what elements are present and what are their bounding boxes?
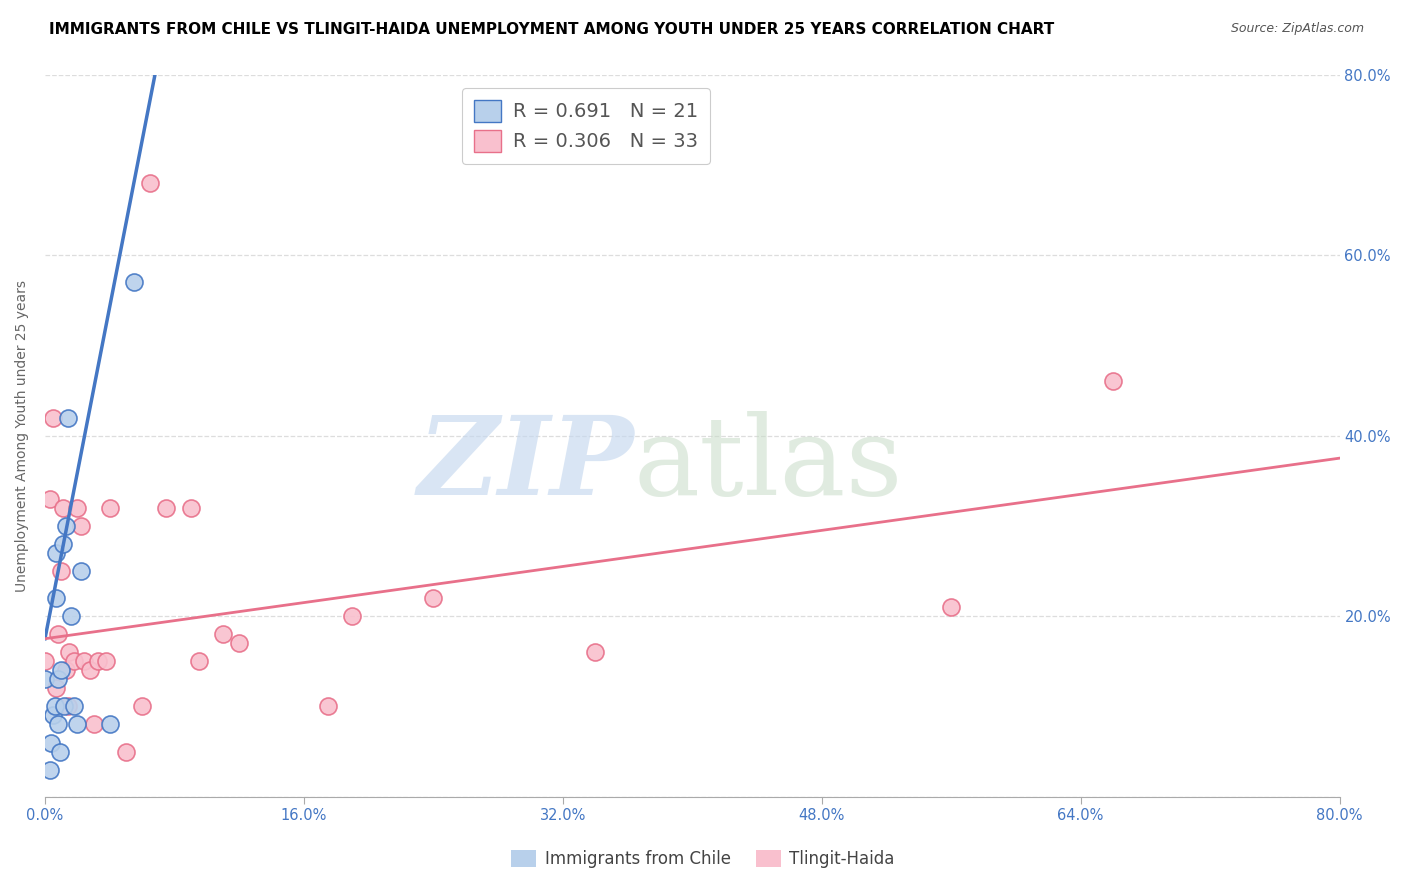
Point [131,699,153,714]
Point [59,609,82,624]
Point [52,537,75,551]
Point [79,663,101,677]
Point [187,654,209,668]
Point [49,663,72,677]
Point [228,636,250,650]
Point [583,645,606,659]
Legend: Immigrants from Chile, Tlingit-Haida: Immigrants from Chile, Tlingit-Haida [505,843,901,875]
Point [63,699,86,714]
Point [63,654,86,668]
Point [422,591,444,605]
Point [42,708,65,723]
Text: ZIP: ZIP [418,410,634,518]
Point [55,519,77,533]
Point [66,717,89,731]
Point [38,763,60,777]
Point [98,717,121,731]
Point [212,627,235,641]
Point [48,745,70,759]
Point [139,176,162,190]
Point [96,654,118,668]
Point [45,681,67,696]
Legend: R = 0.691   N = 21, R = 0.306   N = 33: R = 0.691 N = 21, R = 0.306 N = 33 [463,87,710,164]
Point [45,591,67,605]
Point [180,500,202,515]
Point [46,627,69,641]
Point [342,609,364,624]
Point [73,654,96,668]
Point [155,500,177,515]
Point [83,717,105,731]
Point [44,699,66,714]
Point [52,500,75,515]
Point [49,564,72,578]
Point [69,564,91,578]
Point [939,600,962,615]
Point [66,500,89,515]
Point [42,410,65,425]
Point [98,500,121,515]
Point [34,673,56,687]
Point [56,410,79,425]
Point [41,735,63,749]
Point [115,745,138,759]
Point [55,663,77,677]
Text: atlas: atlas [634,411,904,518]
Point [69,519,91,533]
Y-axis label: Unemployment Among Youth under 25 years: Unemployment Among Youth under 25 years [15,279,30,591]
Point [58,645,80,659]
Point [46,717,69,731]
Point [34,654,56,668]
Point [87,654,110,668]
Point [46,673,69,687]
Point [38,491,60,506]
Text: IMMIGRANTS FROM CHILE VS TLINGIT-HAIDA UNEMPLOYMENT AMONG YOUTH UNDER 25 YEARS C: IMMIGRANTS FROM CHILE VS TLINGIT-HAIDA U… [49,22,1054,37]
Point [53,699,76,714]
Text: Source: ZipAtlas.com: Source: ZipAtlas.com [1230,22,1364,36]
Point [316,699,339,714]
Point [45,546,67,560]
Point [1102,375,1125,389]
Point [56,699,79,714]
Point [122,275,145,289]
